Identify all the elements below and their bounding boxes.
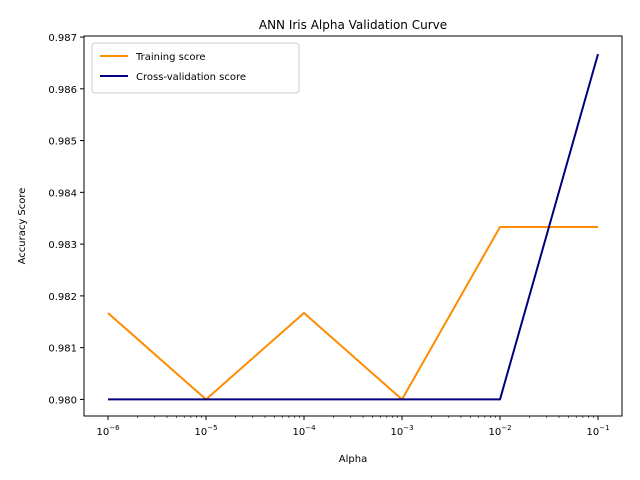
legend-label: Training score (135, 52, 206, 63)
x-tick-label: 10−2 (488, 424, 511, 438)
y-axis: 0.980 0.981 0.982 0.983 0.984 0.985 0.986 0.987 (48, 33, 84, 406)
legend-box (91, 42, 300, 94)
y-tick-label: 0.985 (48, 137, 77, 148)
plot-frame (83, 35, 623, 417)
x-tick-label: 10−4 (292, 424, 316, 438)
y-tick-label: 0.981 (48, 344, 77, 355)
chart-title: ANN Iris Alpha Validation Curve (259, 18, 447, 32)
y-tick-label: 0.987 (48, 33, 77, 44)
y-tick-label: 0.986 (48, 85, 77, 96)
series-layer (107, 53, 599, 401)
y-tick-label: 0.983 (48, 240, 77, 251)
legend-label: Cross-validation score (136, 72, 246, 83)
legend: Training score Cross-validation score (91, 42, 300, 94)
y-tick-label: 0.982 (48, 292, 77, 303)
x-axis-label: Alpha (339, 454, 367, 465)
x-tick-label: 10−1 (586, 424, 609, 438)
x-tick-label: 10−6 (96, 424, 120, 438)
x-axis: 10−6 10−5 10−4 10−3 10−2 10−1 (96, 416, 610, 438)
series-line-training (107, 226, 598, 401)
x-tick-label: 10−5 (194, 424, 217, 438)
y-tick-label: 0.980 (48, 395, 77, 406)
y-axis-label: Accuracy Score (17, 188, 28, 265)
y-tick-label: 0.984 (48, 188, 77, 199)
series-line-cross-validation (108, 53, 599, 401)
x-tick-label: 10−3 (390, 424, 413, 438)
